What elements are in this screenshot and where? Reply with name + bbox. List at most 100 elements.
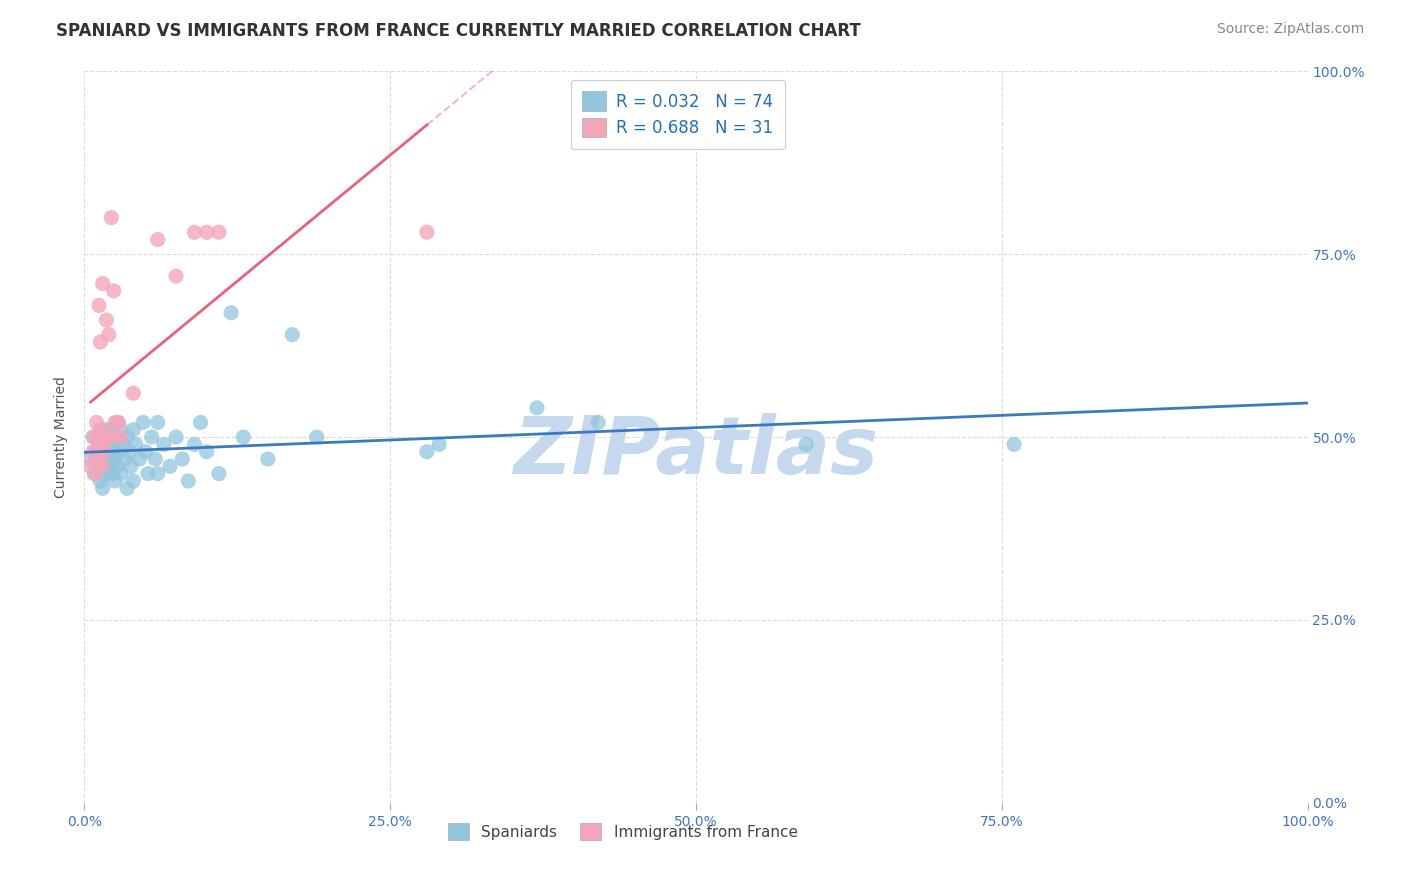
Point [257,452,280,467]
Point [101,467,124,481]
Point [219,306,242,320]
Point [87,452,110,467]
Point [143,452,166,467]
Point [90,437,112,451]
Point [159,459,181,474]
Point [93,444,115,458]
Point [107,444,129,458]
Point [97,467,120,481]
Point [86,416,108,430]
Point [195,225,218,239]
Legend: Spaniards, Immigrants from France: Spaniards, Immigrants from France [441,816,804,847]
Point [79,452,101,467]
Point [177,474,200,488]
Point [83,467,105,481]
Y-axis label: Currently Married: Currently Married [55,376,69,498]
Point [100,211,122,225]
Point [135,444,157,458]
Point [208,225,231,239]
Point [96,430,118,444]
Point [104,416,127,430]
Point [98,459,121,474]
Point [195,444,218,458]
Point [105,416,128,430]
Text: ZIPatlas: ZIPatlas [513,413,879,491]
Point [115,481,138,495]
Point [87,452,110,467]
Point [89,423,111,437]
Point [416,444,439,458]
Point [141,430,163,444]
Point [118,444,141,458]
Point [112,437,135,451]
Point [79,459,101,474]
Point [100,430,122,444]
Point [83,430,105,444]
Point [128,452,150,467]
Point [91,459,114,474]
Point [91,277,114,291]
Point [96,313,118,327]
Point [104,474,127,488]
Point [183,225,205,239]
Point [87,437,110,451]
Point [110,430,132,444]
Point [122,386,145,401]
Point [97,452,120,467]
Point [427,437,450,451]
Point [82,430,104,444]
Point [94,423,117,437]
Point [122,423,145,437]
Point [136,467,159,481]
Point [105,459,128,474]
Point [132,416,155,430]
Point [153,437,176,451]
Point [91,467,114,481]
Point [122,474,145,488]
Point [103,284,125,298]
Point [91,481,114,495]
Point [93,452,115,467]
Point [84,467,107,481]
Point [97,444,120,458]
Point [794,437,817,451]
Point [125,437,148,451]
Point [190,416,212,430]
Point [89,334,111,349]
Point [110,423,132,437]
Point [93,437,115,451]
Point [146,416,169,430]
Point [107,416,129,430]
Point [110,467,132,481]
Point [82,444,104,458]
Point [98,437,121,451]
Point [183,437,205,451]
Point [172,452,194,467]
Point [90,423,112,437]
Point [89,474,111,488]
Text: Source: ZipAtlas.com: Source: ZipAtlas.com [1216,22,1364,37]
Text: SPANIARD VS IMMIGRANTS FROM FRANCE CURRENTLY MARRIED CORRELATION CHART: SPANIARD VS IMMIGRANTS FROM FRANCE CURRE… [56,22,860,40]
Point [104,452,127,467]
Point [120,459,142,474]
Point [281,327,304,342]
Point [1002,437,1025,451]
Point [86,444,108,458]
Point [96,437,118,451]
Point [100,423,122,437]
Point [86,459,108,474]
Point [146,467,169,481]
Point [232,430,254,444]
Point [208,467,231,481]
Point [105,437,128,451]
Point [89,459,111,474]
Point [114,452,136,467]
Point [101,444,124,458]
Point [97,430,120,444]
Point [103,430,125,444]
Point [416,225,439,239]
Point [91,430,114,444]
Point [97,327,120,342]
Point [586,416,609,430]
Point [526,401,548,415]
